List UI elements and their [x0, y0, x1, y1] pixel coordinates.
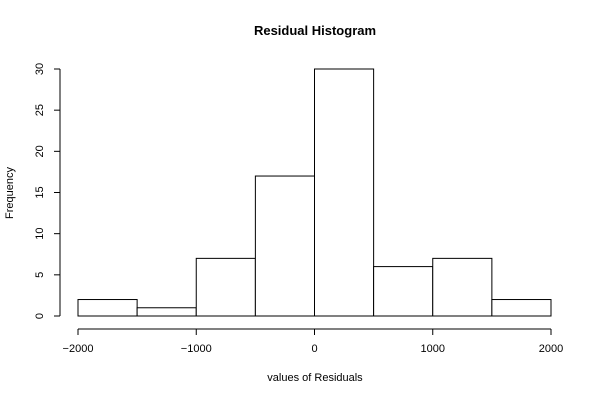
histogram-bar-3: [195, 257, 256, 317]
y-tick-label-4: 15: [34, 186, 46, 198]
histogram-bar-4: [254, 175, 315, 317]
chart-title: Residual Histogram: [254, 23, 376, 38]
y-tick-label-6: 25: [34, 104, 46, 116]
y-tick-label-1: 0: [34, 313, 46, 319]
y-tick-label-3: 10: [34, 228, 46, 240]
bars-group: [77, 68, 552, 317]
x-tick-label-1: −2000: [63, 343, 94, 355]
histogram-bar-8: [491, 299, 552, 317]
histogram-bar-1: [77, 299, 138, 317]
histogram-bar-6: [373, 266, 434, 317]
y-axis-label: Frequency: [4, 167, 16, 219]
y-tick-label-7: 30: [34, 63, 46, 75]
x-tick-label-5: 2000: [539, 343, 563, 355]
x-tick-label-3: 0: [311, 343, 317, 355]
histogram-bar-2: [136, 307, 197, 317]
x-axis-label: values of Residuals: [267, 372, 363, 384]
x-axis: −2000 −1000 0 1000 2000: [63, 328, 563, 355]
x-tick-label-4: 1000: [421, 343, 445, 355]
y-tick-label-5: 20: [34, 145, 46, 157]
y-axis: 0 5 10 15 20 25 30: [34, 63, 61, 319]
y-tick-label-2: 5: [34, 272, 46, 278]
x-tick-label-2: −1000: [181, 343, 212, 355]
histogram-bar-5: [314, 68, 375, 317]
histogram-bar-7: [432, 257, 493, 317]
